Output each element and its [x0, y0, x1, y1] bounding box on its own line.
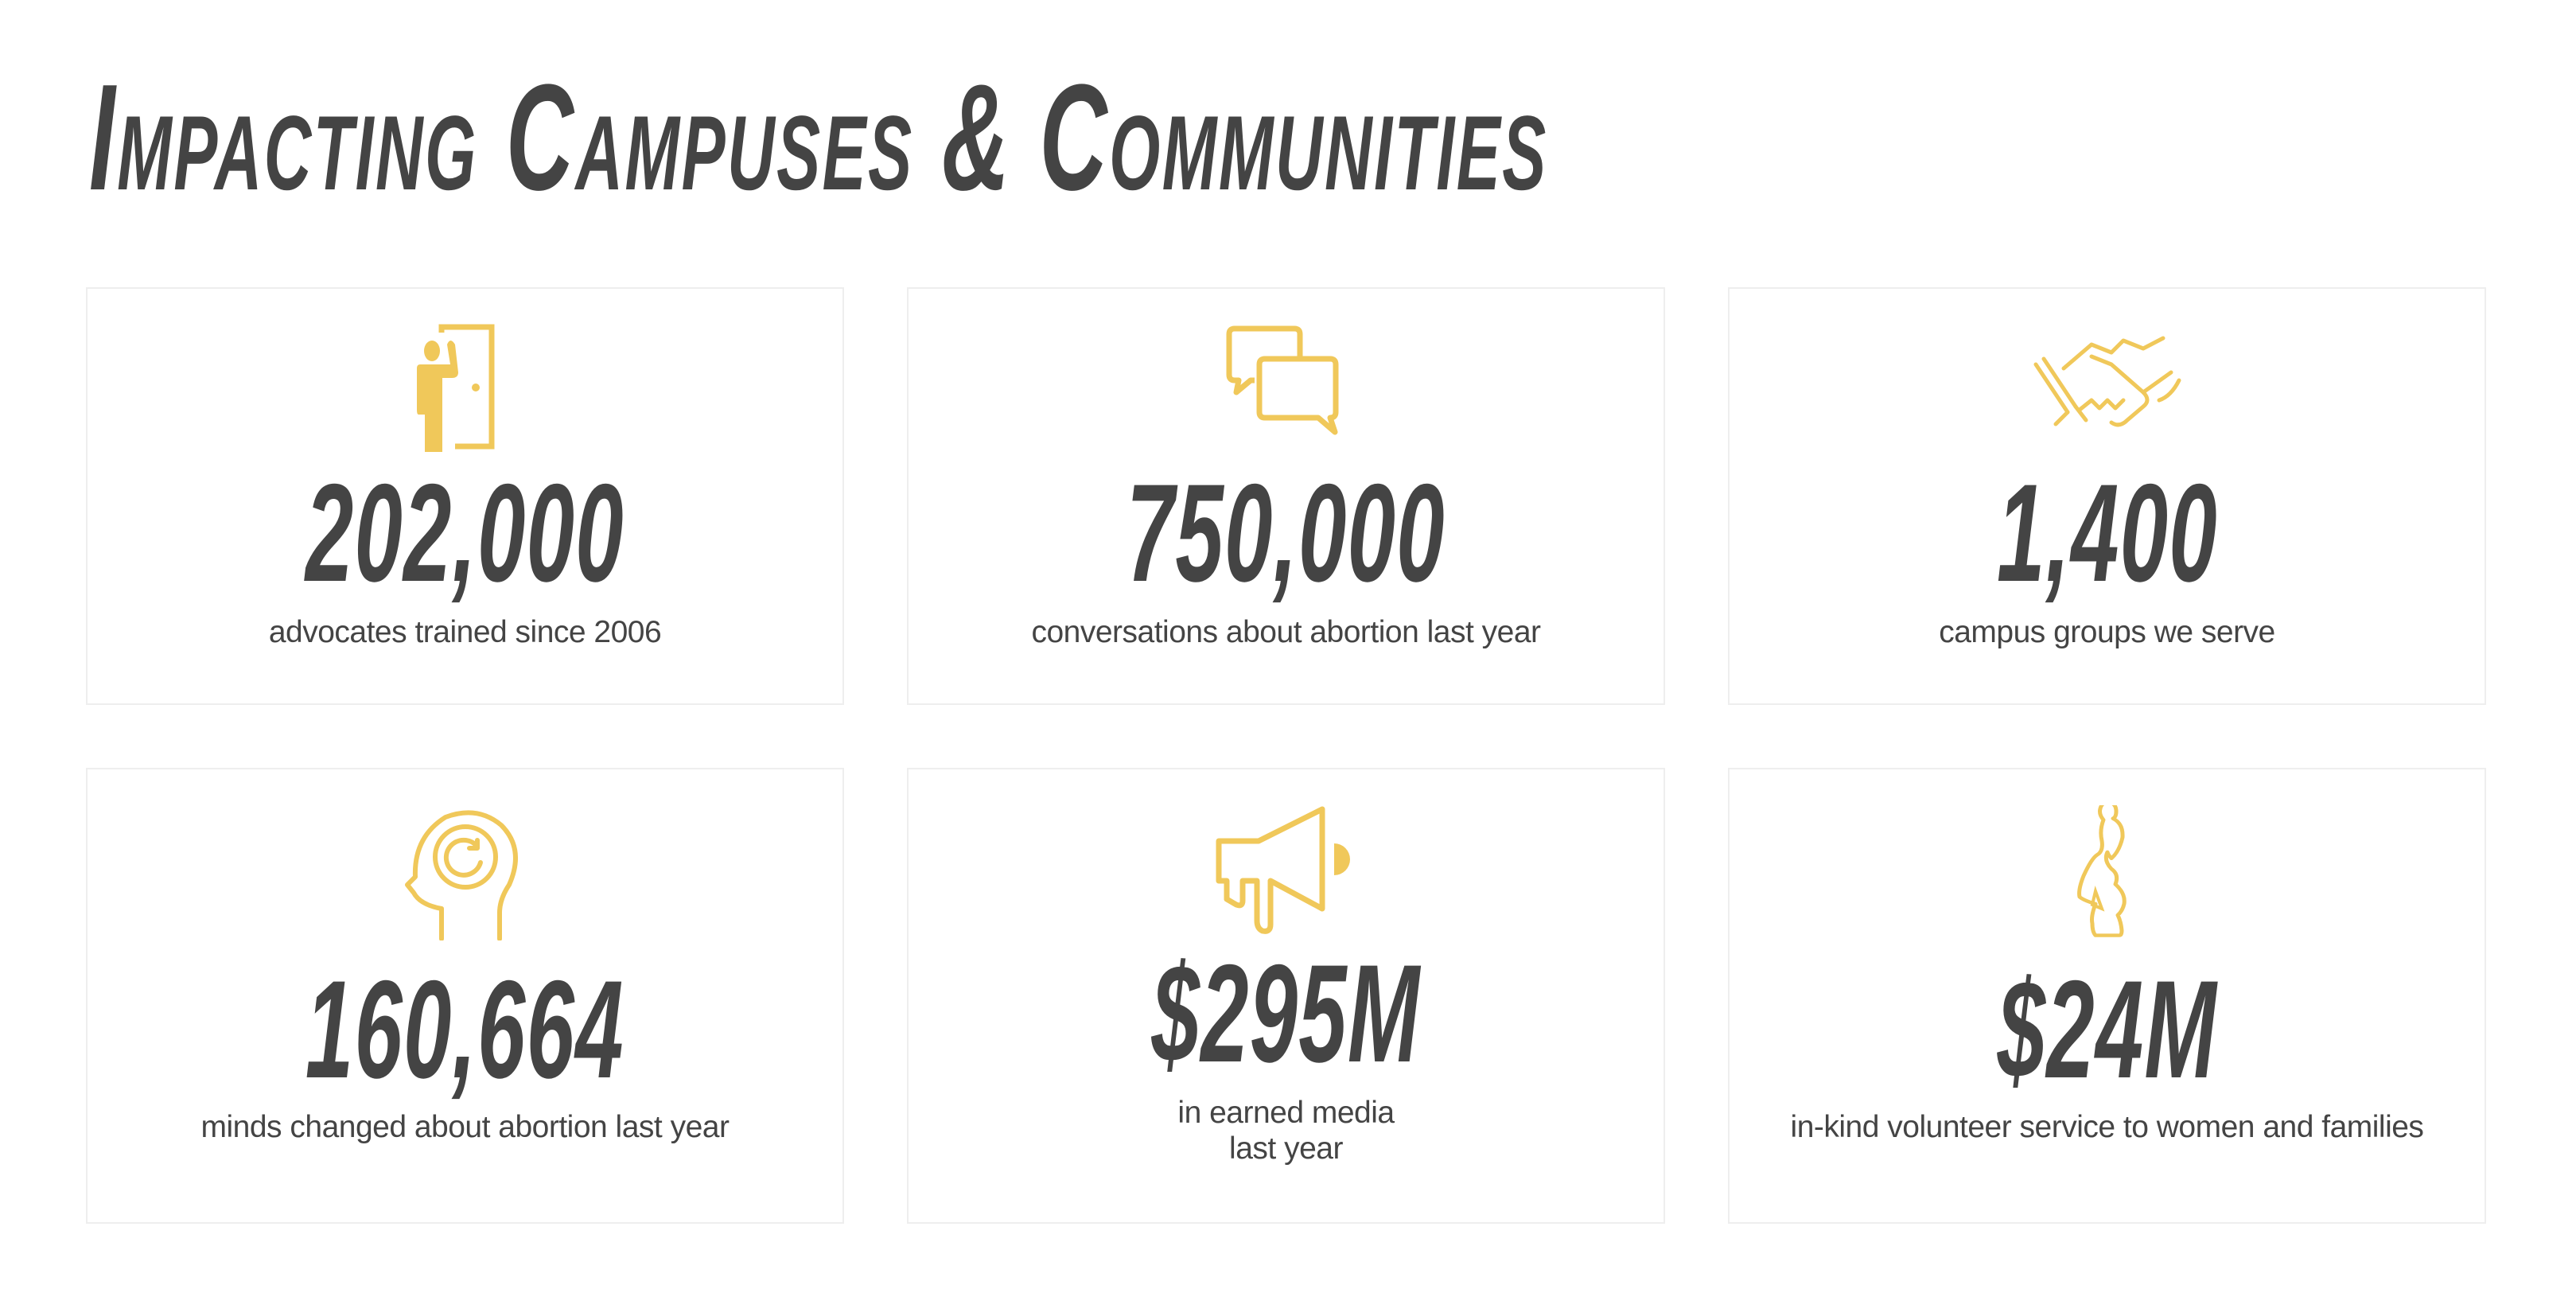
pregnant-woman-icon	[2076, 805, 2127, 937]
stat-card-earned-media: $295M in earned media last year	[907, 768, 1665, 1224]
stat-card-conversations: 750,000 conversations about abortion las…	[907, 287, 1665, 705]
stat-value: 750,000	[1127, 456, 1446, 611]
handshake-icon	[2033, 336, 2181, 427]
stat-card-minds-changed: 160,664 minds changed about abortion las…	[86, 768, 844, 1224]
page-title: Impacting Campuses & Communities	[89, 53, 1548, 222]
megaphone-icon	[1216, 806, 1350, 934]
stat-value: 1,400	[1996, 456, 2218, 611]
chat-bubbles-icon	[1226, 325, 1338, 435]
stat-card-advocates: 202,000 advocates trained since 2006	[86, 287, 844, 705]
stat-card-volunteer-service: $24M in-kind volunteer service to women …	[1728, 768, 2486, 1224]
stat-label: in earned media last year	[909, 1095, 1664, 1166]
door-knocking-person-icon	[416, 324, 494, 452]
stat-value: $295M	[1151, 937, 1421, 1092]
stat-label-line: last year	[1229, 1131, 1343, 1166]
stat-value: 160,664	[305, 952, 625, 1108]
stat-value: $24M	[1997, 952, 2217, 1108]
stat-label-line: in earned media	[1177, 1096, 1395, 1130]
stat-label: in-kind volunteer service to women and f…	[1790, 1110, 2424, 1144]
stat-label: advocates trained since 2006	[268, 615, 662, 649]
stat-label: campus groups we serve	[1939, 615, 2275, 649]
stat-card-campus-groups: 1,400 campus groups we serve	[1728, 287, 2486, 705]
stat-value: 202,000	[305, 456, 625, 611]
stat-label: minds changed about abortion last year	[200, 1110, 730, 1144]
stat-label: conversations about abortion last year	[1031, 615, 1541, 649]
mind-change-head-icon	[404, 810, 518, 940]
